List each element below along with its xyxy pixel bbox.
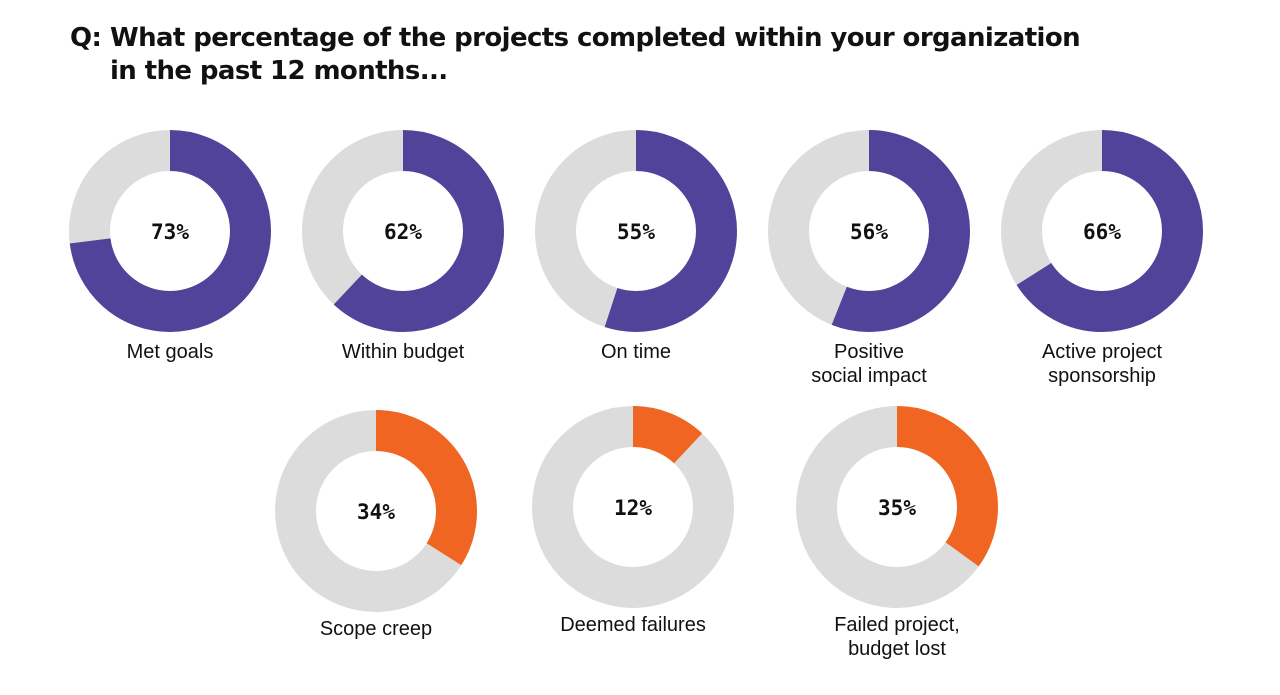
value-label: 12%: [614, 496, 652, 520]
donut-chart-deemed-failures: 12%: [532, 406, 734, 608]
donut-segment: [535, 130, 737, 332]
caption-line: Failed project,: [834, 614, 960, 636]
donut-caption: Active project sponsorship: [982, 340, 1222, 388]
caption-line: Positive: [833, 341, 905, 363]
donut-met-goals: 73% Met goals: [50, 130, 290, 400]
donut-segment: [1001, 130, 1203, 332]
donut-chart-active-project-sponsorship: 66%: [1001, 130, 1203, 332]
donut-active-project-sponsorship: 66% Active project sponsorship: [982, 130, 1222, 400]
value-label: 62%: [384, 220, 422, 244]
donut-caption: Met goals: [50, 340, 290, 364]
donut-on-time: 55% On time: [516, 130, 756, 400]
title-prefix: Q:: [70, 23, 102, 53]
donut-segment: [796, 406, 998, 608]
donut-chart-positive-social-impact: 56%: [768, 130, 970, 332]
donut-segment: [275, 410, 477, 612]
donut-failed-project-budget-lost: 35% Failed project, budget lost: [777, 406, 1017, 676]
donut-segment: [768, 130, 970, 332]
caption-line: Active project: [1041, 341, 1163, 363]
donut-segment: [532, 406, 734, 608]
donut-chart-failed-project-budget-lost: 35%: [796, 406, 998, 608]
caption-line: budget lost: [848, 638, 946, 660]
value-label: 34%: [357, 500, 395, 524]
caption-line: Within budget: [341, 341, 465, 363]
title-line-2: in the past 12 months...: [110, 56, 448, 86]
donut-caption: On time: [516, 340, 756, 364]
value-label: 35%: [878, 496, 916, 520]
donut-caption: Deemed failures: [513, 613, 753, 637]
caption-line: Scope creep: [319, 618, 433, 640]
donut-positive-social-impact: 56% Positive social impact: [749, 130, 989, 400]
value-label: 73%: [151, 220, 189, 244]
chart-title: Q: What percentage of the projects comple…: [70, 22, 1170, 88]
caption-line: sponsorship: [1048, 365, 1156, 387]
caption-line: Met goals: [126, 341, 214, 363]
value-label: 56%: [850, 220, 888, 244]
caption-line: Deemed failures: [560, 614, 706, 636]
donut-segment: [302, 130, 504, 332]
donut-caption: Positive social impact: [749, 340, 989, 388]
donut-segment: [69, 130, 271, 332]
value-label: 55%: [617, 220, 655, 244]
donut-chart-on-time: 55%: [535, 130, 737, 332]
title-line-1: What percentage of the projects complete…: [110, 23, 1081, 53]
donut-caption: Failed project, budget lost: [777, 613, 1017, 661]
caption-line: social impact: [811, 365, 927, 387]
value-label: 66%: [1083, 220, 1121, 244]
donut-chart-within-budget: 62%: [302, 130, 504, 332]
donut-caption: Within budget: [283, 340, 523, 364]
caption-line: On time: [600, 341, 672, 363]
donut-chart-scope-creep: 34%: [275, 410, 477, 612]
donut-chart-met-goals: 73%: [69, 130, 271, 332]
donut-within-budget: 62% Within budget: [283, 130, 523, 400]
donut-scope-creep: 34% Scope creep: [256, 410, 496, 680]
donut-caption: Scope creep: [256, 617, 496, 641]
donut-deemed-failures: 12% Deemed failures: [513, 406, 753, 676]
